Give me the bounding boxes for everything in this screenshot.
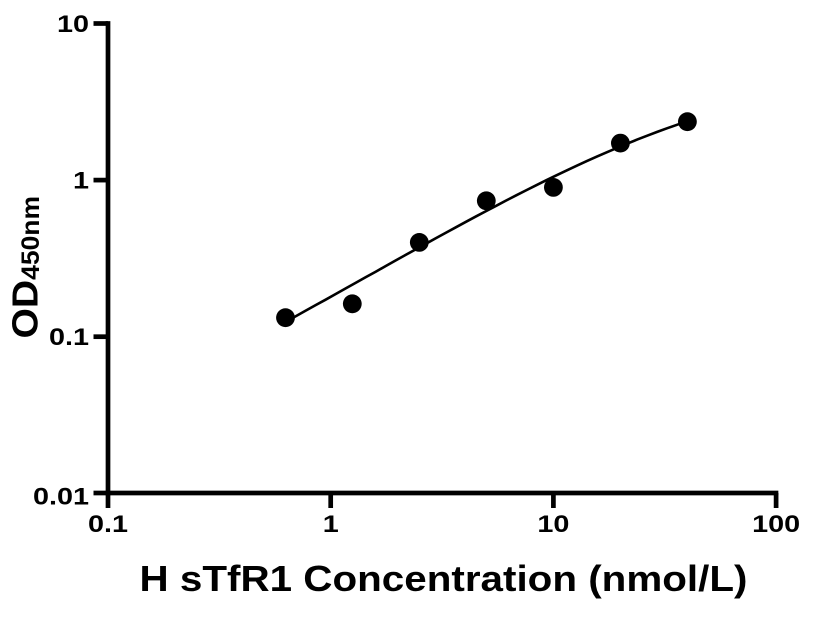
svg-text:450nm: 450nm	[18, 196, 45, 280]
svg-text:H sTfR1 Concentration (nmol/L): H sTfR1 Concentration (nmol/L)	[140, 559, 748, 599]
svg-text:100: 100	[752, 510, 800, 537]
svg-text:0.1: 0.1	[88, 510, 128, 537]
svg-text:1: 1	[323, 510, 339, 537]
svg-text:OD: OD	[5, 280, 45, 339]
svg-text:0.01: 0.01	[33, 483, 89, 510]
svg-text:0.1: 0.1	[49, 323, 89, 350]
svg-text:10: 10	[57, 10, 89, 37]
svg-text:10: 10	[537, 510, 569, 537]
svg-text:1: 1	[73, 167, 89, 194]
